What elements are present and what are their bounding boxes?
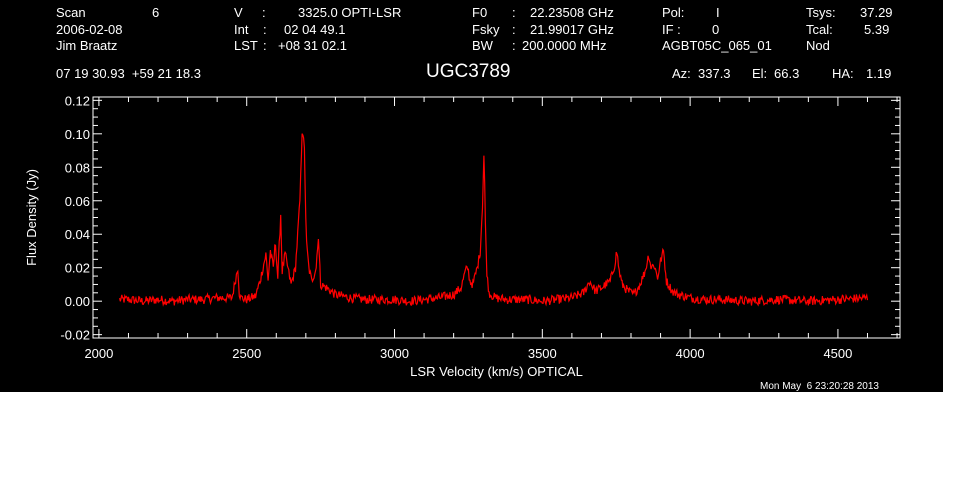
x-axis-label: LSR Velocity (km/s) OPTICAL (410, 364, 583, 379)
pol-label: Pol: (662, 5, 685, 20)
f0-label: F0 (472, 5, 488, 20)
scan-value: 6 (152, 5, 160, 20)
y-tick-label: 0.10 (65, 127, 90, 142)
x-tick-label: 4500 (823, 346, 852, 361)
y-tick-label: -0.02 (60, 328, 90, 343)
el-label: El: (752, 66, 768, 81)
spectrum-trace (119, 133, 869, 307)
project-id: AGBT05C_065_01 (662, 38, 772, 53)
obs-date: 2006-02-08 (56, 22, 123, 37)
x-tick-label: 4000 (676, 346, 705, 361)
int-label: Int (234, 22, 249, 37)
spectrum-chart: 2000 2500 3000 3500 4000 4500 -0.02 0.00 0.02 0.0… (24, 93, 901, 379)
scan-label: Scan (56, 5, 86, 20)
fsky-value: 21.99017 GHz (530, 22, 614, 37)
y-tick-label: 0.00 (65, 294, 90, 309)
lst-value: +08 31 02.1 (278, 38, 348, 53)
pol-value: I (716, 5, 720, 20)
y-tick-label: 0.06 (65, 194, 90, 209)
y-tick-label: 0.02 (65, 261, 90, 276)
y-tick-label: 0.12 (65, 93, 90, 108)
el-value: 66.3 (774, 66, 800, 81)
if-label: IF : (662, 22, 681, 37)
bw-label: BW (472, 38, 493, 53)
source-coordinates: 07 19 30.93 +59 21 18.3 (56, 66, 201, 81)
lst-label: LST (234, 38, 258, 53)
x-tick-label: 2500 (232, 346, 261, 361)
velocity-value: 3325.0 OPTI-LSR (298, 5, 402, 20)
ha-value: 1.19 (866, 66, 892, 81)
tcal-label: Tcal: (806, 22, 833, 37)
az-label: Az: (672, 66, 691, 81)
ha-label: HA: (832, 66, 854, 81)
timestamp: Mon May 6 23:20:28 2013 (760, 381, 879, 392)
source-name: UGC3789 (426, 61, 511, 82)
bw-value: 200.0000 MHz (522, 38, 607, 53)
velocity-label: V (234, 5, 243, 20)
tcal-value: 5.39 (864, 22, 890, 37)
int-value: 02 04 49.1 (284, 22, 346, 37)
if-value: 0 (712, 22, 720, 37)
x-tick-label: 3000 (380, 346, 409, 361)
f0-value: 22.23508 GHz (530, 5, 614, 20)
x-tick-label: 3500 (528, 346, 557, 361)
az-value: 337.3 (698, 66, 731, 81)
fsky-label: Fsky (472, 22, 500, 37)
tsys-label: Tsys: (806, 5, 836, 20)
plot-panel: Scan 6 V : 3325.0 OPTI-LSR F0 : 22.23508… (0, 0, 943, 392)
procedure-name: Nod (806, 38, 830, 53)
x-tick-label: 2000 (84, 346, 113, 361)
tsys-value: 37.29 (860, 5, 893, 20)
y-tick-label: 0.04 (65, 227, 90, 242)
y-tick-label: 0.08 (65, 160, 90, 175)
y-axis-label: Flux Density (Jy) (24, 169, 39, 266)
observer-name: Jim Braatz (56, 38, 118, 53)
